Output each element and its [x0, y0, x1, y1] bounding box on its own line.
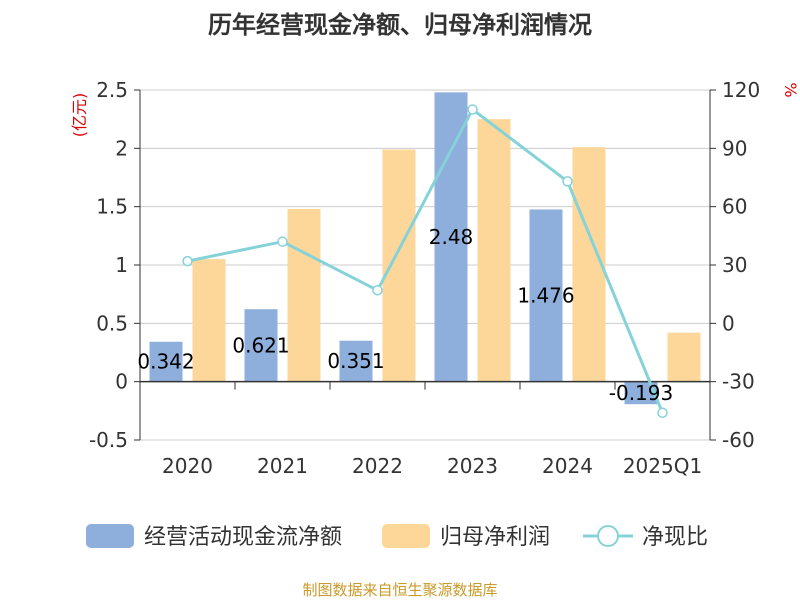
axes: 2.5 2 1.5 1 0.5 0 -0.5 120 90 60 30 0 -30 -60 2020 2021…: [89, 78, 760, 478]
legend-swatch-ratio-marker: [597, 525, 619, 547]
right-axis-tick-label: 90: [722, 136, 747, 160]
bar-cash-flow: [244, 309, 278, 382]
category-label: 2024: [542, 454, 593, 478]
bar-net-profit: [287, 209, 321, 382]
right-axis-tick-label: 120: [722, 78, 760, 102]
category-label: 2025Q1: [623, 454, 702, 478]
data-labels: 0.342 0.621 0.351 2.48 1.476 -0.193: [137, 225, 673, 405]
ratio-point: [182, 255, 193, 267]
ratio-point: [277, 236, 288, 247]
ratio-line: [187, 107, 664, 414]
bar-net-profit: [667, 332, 701, 382]
legend-label-cash-flow: 经营活动现金流净额: [144, 525, 342, 550]
right-axis-tick-label: -30: [722, 370, 755, 394]
left-axis-unit: (亿元): [70, 93, 89, 138]
right-axis-unit: %: [781, 82, 800, 97]
data-label-cash-flow: -0.193: [609, 381, 673, 405]
right-axis-tick-label: 0: [722, 311, 735, 335]
ratio-point: [467, 104, 478, 115]
data-label-cash-flow: 0.342: [137, 350, 194, 374]
ratio-point: [562, 176, 573, 187]
left-axis-tick-label: -0.5: [89, 428, 128, 452]
ratio-point: [657, 407, 668, 419]
left-axis-tick-label: 0: [115, 370, 128, 394]
left-axis-tick-label: 2.5: [96, 78, 128, 102]
bar-cash-flow: [339, 340, 373, 382]
legend-swatch-net-profit: [382, 524, 430, 548]
bar-net-profit: [192, 259, 226, 382]
bar-cash-flow: [434, 92, 468, 382]
data-label-cash-flow: 2.48: [429, 225, 474, 249]
left-axis-tick-label: 0.5: [96, 311, 128, 335]
data-label-cash-flow: 1.476: [517, 284, 574, 308]
bar-net-profit: [382, 149, 416, 382]
bar-cash-flow: [149, 341, 183, 382]
data-label-cash-flow: 0.621: [232, 333, 289, 357]
chart-title: 历年经营现金净额、归母净利润情况: [208, 11, 592, 39]
bar-net-profit: [477, 119, 511, 382]
ratio-line-series: [182, 104, 668, 419]
left-axis-tick-label: 1: [115, 253, 128, 277]
bar-cash-flow: [529, 209, 563, 382]
legend-swatch-cash-flow: [86, 524, 134, 548]
bar-cash-flow: [624, 381, 658, 405]
legend-label-net-profit: 归母净利润: [440, 525, 550, 550]
legend: 经营活动现金流净额 归母净利润 净现比: [86, 524, 708, 550]
bars: [149, 92, 701, 405]
category-label: 2022: [352, 454, 403, 478]
source-note: 制图数据来自恒生聚源数据库: [302, 581, 497, 599]
ratio-point: [372, 285, 383, 296]
right-axis-tick-label: 60: [722, 195, 747, 219]
right-axis-tick-label: -60: [722, 428, 755, 452]
legend-label-ratio: 净现比: [642, 525, 708, 550]
category-label: 2023: [447, 454, 498, 478]
left-axis-tick-label: 1.5: [96, 195, 128, 219]
right-axis-tick-label: 30: [722, 253, 747, 277]
left-axis-tick-label: 2: [115, 136, 128, 160]
data-label-cash-flow: 0.351: [327, 349, 384, 373]
category-label: 2021: [257, 454, 308, 478]
category-label: 2020: [162, 454, 213, 478]
